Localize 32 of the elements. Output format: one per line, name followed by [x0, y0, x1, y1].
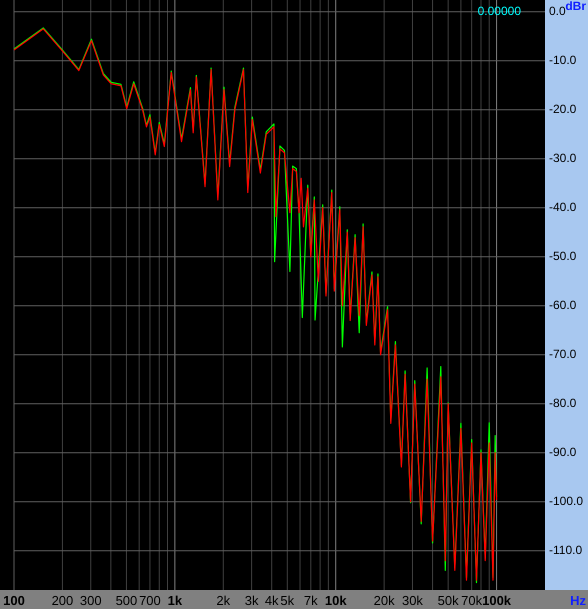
x-tick-label: 100k: [482, 593, 512, 608]
y-axis-title: dBr: [565, 0, 586, 13]
x-tick-label: 3k: [244, 593, 259, 608]
y-tick-label: -50.0: [549, 248, 577, 263]
y-tick-label: -30.0: [549, 150, 577, 165]
x-tick-label: 1k: [168, 593, 183, 608]
x-axis-title: Hz: [570, 593, 586, 608]
x-tick-label: 4k: [264, 593, 280, 608]
y-tick-label: -70.0: [549, 346, 577, 361]
x-tick-label: 300: [80, 593, 102, 608]
y-tick-label: 0.0: [549, 4, 566, 18]
x-tick-label: 70k: [461, 593, 483, 608]
x-tick-label: 7k: [304, 593, 318, 608]
x-tick-label: 10k: [324, 593, 348, 608]
y-tick-label: -90.0: [549, 444, 577, 459]
y-tick-label: -40.0: [549, 200, 577, 214]
y-tick-label: -20.0: [549, 102, 577, 116]
y-tick-label: -60.0: [549, 298, 577, 312]
y-tick-label: -110.0: [549, 542, 582, 557]
y-tick-label: -80.0: [549, 396, 577, 410]
x-tick-label: 700: [139, 593, 161, 608]
x-tick-label: 20k: [374, 593, 396, 608]
x-tick-label: 500: [116, 593, 138, 608]
x-tick-label: 100: [3, 593, 25, 608]
y-tick-label: -100.0: [549, 494, 584, 508]
annotation: 0.00000: [478, 4, 522, 18]
x-tick-label: 50k: [438, 593, 460, 608]
x-tick-label: 200: [52, 593, 74, 608]
x-tick-label: 5k: [280, 593, 295, 608]
y-tick-label: -10.0: [549, 52, 577, 67]
x-tick-label: 2k: [216, 593, 231, 608]
x-tick-label: 30k: [402, 593, 424, 608]
